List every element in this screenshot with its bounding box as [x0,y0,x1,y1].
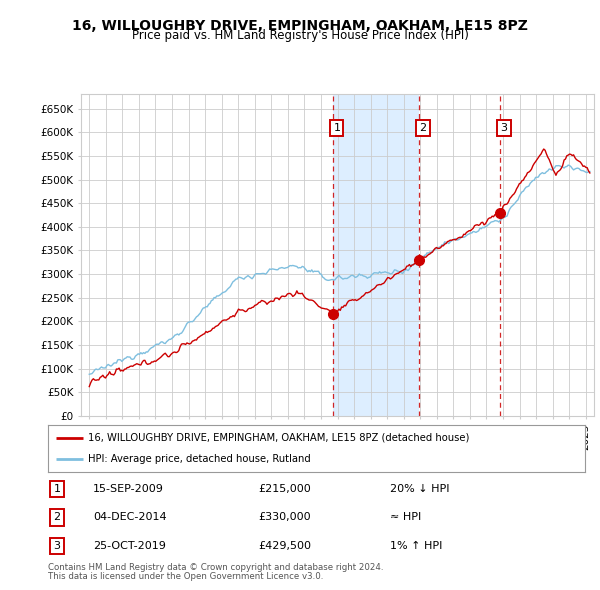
Bar [333,94,419,416]
Text: 3: 3 [53,541,61,550]
Text: 1: 1 [53,484,61,494]
Text: ≈ HPI: ≈ HPI [390,513,421,522]
Text: 1: 1 [334,123,340,133]
Text: 16, WILLOUGHBY DRIVE, EMPINGHAM, OAKHAM, LE15 8PZ: 16, WILLOUGHBY DRIVE, EMPINGHAM, OAKHAM,… [72,19,528,33]
Text: 16, WILLOUGHBY DRIVE, EMPINGHAM, OAKHAM, LE15 8PZ (detached house): 16, WILLOUGHBY DRIVE, EMPINGHAM, OAKHAM,… [88,432,470,442]
Text: £215,000: £215,000 [258,484,311,494]
Text: This data is licensed under the Open Government Licence v3.0.: This data is licensed under the Open Gov… [48,572,323,581]
Text: £429,500: £429,500 [258,541,311,550]
Text: Price paid vs. HM Land Registry's House Price Index (HPI): Price paid vs. HM Land Registry's House … [131,30,469,42]
Text: 20% ↓ HPI: 20% ↓ HPI [390,484,449,494]
Text: 1% ↑ HPI: 1% ↑ HPI [390,541,442,550]
Text: 15-SEP-2009: 15-SEP-2009 [93,484,164,494]
Text: 2: 2 [419,123,427,133]
Text: Contains HM Land Registry data © Crown copyright and database right 2024.: Contains HM Land Registry data © Crown c… [48,563,383,572]
Text: 04-DEC-2014: 04-DEC-2014 [93,513,167,522]
Text: 3: 3 [500,123,508,133]
Text: 2: 2 [53,513,61,522]
Text: £330,000: £330,000 [258,513,311,522]
Text: HPI: Average price, detached house, Rutland: HPI: Average price, detached house, Rutl… [88,454,311,464]
Text: 25-OCT-2019: 25-OCT-2019 [93,541,166,550]
